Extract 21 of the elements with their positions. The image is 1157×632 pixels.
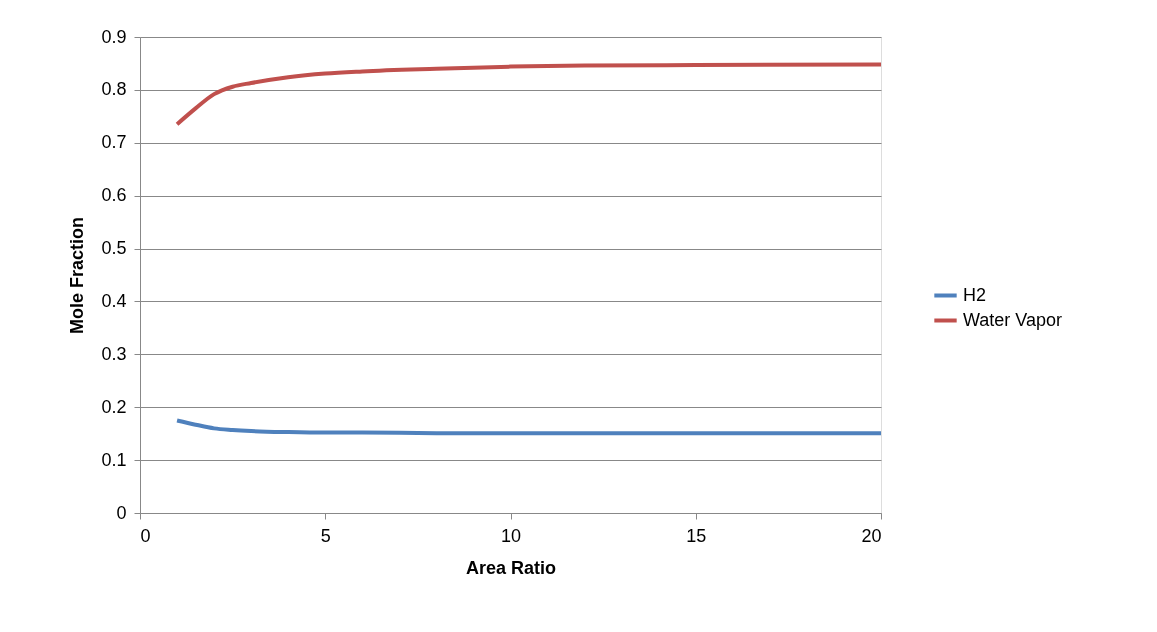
y-tick-label: 0.6 [101, 185, 127, 206]
y-tick-label: 0.9 [101, 26, 127, 47]
y-tick-label: 0.5 [101, 238, 127, 259]
line-series [175, 418, 883, 436]
y-tick-label: 0.8 [101, 79, 127, 100]
legend-label: Water Vapor [963, 309, 1063, 330]
x-tick-label: 10 [500, 525, 522, 546]
x-tick-label: 20 [861, 525, 882, 546]
y-tick-label: 0.4 [101, 290, 127, 311]
y-tick-label: 0.1 [101, 449, 127, 470]
y-tick-label: 0.2 [101, 396, 127, 417]
y-tick-label: 0.3 [101, 343, 127, 364]
y-tick-label: 0.7 [101, 132, 127, 153]
x-tick-label: 0 [140, 525, 151, 546]
x-tick-label: 5 [320, 525, 331, 546]
y-tick-label: 0 [116, 502, 127, 523]
x-axis-title: Area Ratio [465, 557, 557, 578]
y-axis-title: Mole Fraction [67, 216, 88, 335]
line-series [175, 62, 883, 127]
legend-label: H2 [963, 284, 987, 305]
x-tick-label: 15 [686, 525, 707, 546]
